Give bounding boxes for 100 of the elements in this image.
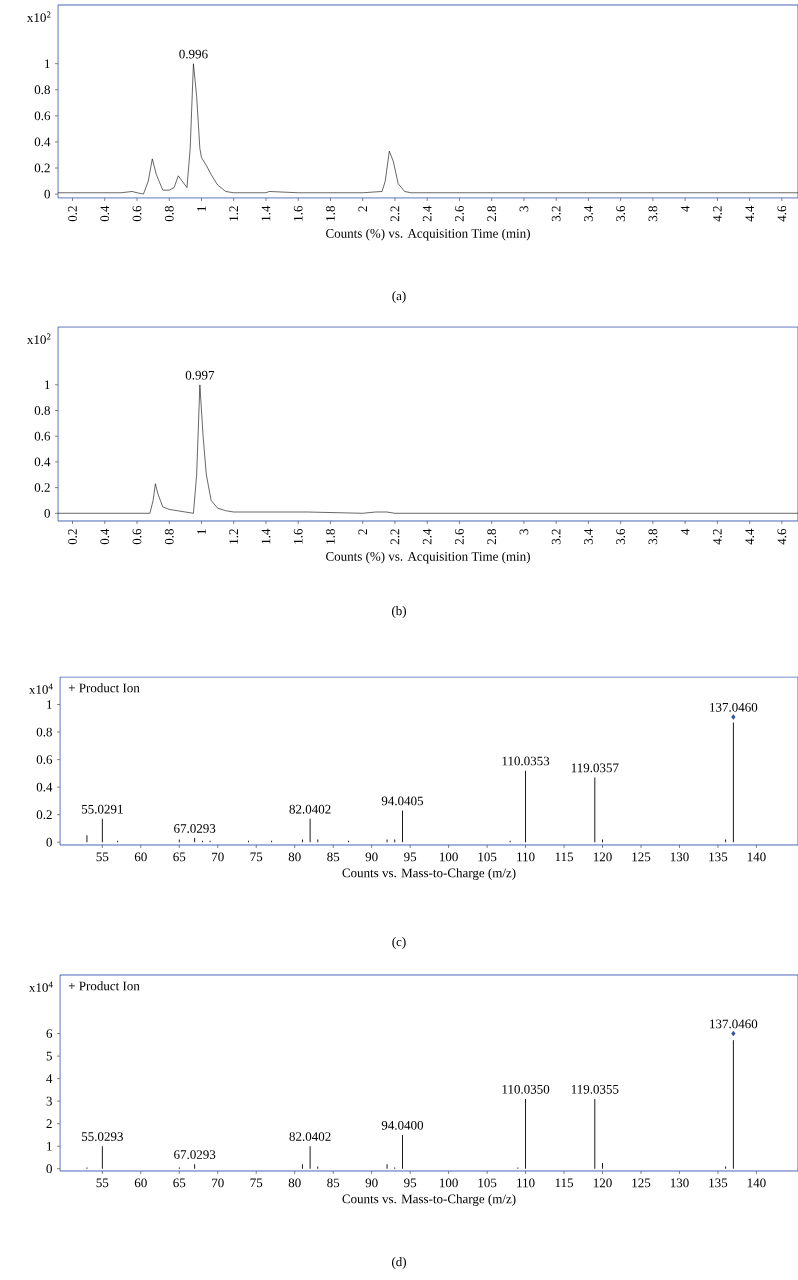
x-tick-label: 4.4 <box>745 205 754 222</box>
annotation: 67.0293 <box>173 824 216 833</box>
x-tick-label: 2.6 <box>454 528 464 545</box>
x-tick-label: 4 <box>680 205 690 212</box>
annotation: 119.0355 <box>571 1084 619 1094</box>
x-tick-label: 1.2 <box>229 529 238 544</box>
x-tick-label: 105 <box>478 1178 497 1188</box>
x-tick-label: 110 <box>516 852 535 862</box>
x-tick-label: 120 <box>593 1178 612 1188</box>
x-tick-label: 1.6 <box>293 205 303 221</box>
y-axis-title: x10$^{4}$ <box>28 981 53 992</box>
y-tick-label: 0 <box>46 1164 52 1174</box>
x-tick-label: 2.4 <box>422 205 432 222</box>
x-tick-label: 2 <box>358 206 367 212</box>
x-tick-label: 4.2 <box>712 206 722 222</box>
x-tick-label: 4.6 <box>777 528 787 545</box>
annotation: 82.0402 <box>289 1132 331 1142</box>
x-tick-label: 75 <box>250 1178 262 1188</box>
x-tick-label: 1 <box>196 206 206 211</box>
x-tick-label: 2.8 <box>487 206 496 222</box>
y-tick-label: 3 <box>46 1096 52 1106</box>
y-axis-title: x10$^{4}$ <box>28 683 53 694</box>
x-tick-label: 85 <box>326 1178 339 1188</box>
x-tick-label: 0.4 <box>100 528 109 545</box>
y-tick-label: 0.4 <box>34 137 51 147</box>
y-tick-label: 0 <box>46 837 52 847</box>
x-tick-label: 0.8 <box>164 206 174 222</box>
x-axis-title: Counts (%) vs. Acquisition Time (min) <box>325 551 530 564</box>
x-tick-label: 105 <box>478 852 497 862</box>
text: (c) <box>392 937 406 949</box>
x-tick-label: 1.4 <box>261 205 271 221</box>
x-tick-label: 3.4 <box>583 528 593 545</box>
x-tick-label: 125 <box>632 1178 651 1188</box>
annotation: 82.0402 <box>289 804 331 814</box>
x-tick-label: 2 <box>358 529 367 535</box>
x-tick-label: 1.8 <box>325 529 335 544</box>
y-tick-label: 0.8 <box>36 727 52 737</box>
x-tick-label: 115 <box>555 852 573 862</box>
y-tick-label: 6 <box>46 1029 52 1038</box>
annotation: 110.0350 <box>502 1084 549 1094</box>
x-tick-label: 1.2 <box>229 206 238 221</box>
x-tick-label: 110 <box>516 1178 535 1188</box>
y-tick-label: 0 <box>44 189 50 199</box>
x-tick-label: 3 <box>519 529 529 535</box>
x-tick-label: 130 <box>670 852 689 862</box>
annotation: 119.0357 <box>571 763 619 773</box>
y-tick-label: 0.6 <box>36 755 52 765</box>
y-tick-label: 0.4 <box>34 457 51 467</box>
y-tick-label: 0.6 <box>34 431 50 441</box>
x-tick-label: 0.6 <box>132 528 142 545</box>
x-tick-label: 95 <box>403 852 416 862</box>
x-tick-label: 0.4 <box>100 205 109 222</box>
y-tick-label: 0.4 <box>36 782 53 792</box>
x-tick-label: 120 <box>593 852 612 862</box>
y-tick-label: 4 <box>46 1074 53 1083</box>
x-tick-label: 0.2 <box>67 206 77 222</box>
y-tick-label: 1 <box>44 380 50 390</box>
x-tick-label: 100 <box>439 852 458 862</box>
x-tick-label: 3.2 <box>551 529 561 545</box>
x-tick-label: 3.8 <box>648 529 658 545</box>
x-tick-label: 80 <box>288 1178 301 1188</box>
x-axis-title: Counts (%) vs. Acquisition Time (min) <box>325 228 530 241</box>
x-tick-label: 130 <box>670 1178 689 1188</box>
text: (b) <box>391 606 406 618</box>
y-tick-label: 1 <box>46 700 52 709</box>
annotation: 55.0291 <box>81 804 123 814</box>
x-tick-label: 60 <box>134 852 147 862</box>
x-tick-label: 95 <box>403 1178 416 1188</box>
x-tick-label: 125 <box>632 852 651 862</box>
x-tick-label: 55 <box>96 1178 109 1188</box>
x-tick-label: 100 <box>439 1178 458 1188</box>
annotation: 137.0460 <box>709 1019 758 1029</box>
y-tick-label: 5 <box>46 1051 52 1061</box>
x-tick-label: 1.6 <box>293 528 303 544</box>
x-tick-label: 2.4 <box>422 528 432 545</box>
text: (a) <box>392 291 406 303</box>
x-tick-label: 55 <box>96 852 109 862</box>
x-tick-label: 135 <box>709 852 727 862</box>
x-tick-label: 65 <box>173 852 186 862</box>
x-tick-label: 3.4 <box>583 205 593 222</box>
x-tick-label: 0.8 <box>164 529 174 545</box>
y-tick-label: 0.8 <box>34 406 50 415</box>
annotation: 110.0353 <box>502 756 549 766</box>
y-tick-label: 1 <box>46 1141 52 1151</box>
x-tick-label: 4.2 <box>712 529 722 545</box>
y-tick-label: 0.6 <box>34 111 50 121</box>
x-tick-label: 115 <box>555 1178 573 1188</box>
x-tick-label: 80 <box>288 852 301 862</box>
x-tick-label: 70 <box>211 1178 224 1188</box>
y-axis-title: x10$^{2}$ <box>26 333 51 345</box>
x-tick-label: 75 <box>250 852 262 862</box>
x-tick-label: 140 <box>747 852 766 862</box>
y-tick-label: 0.8 <box>34 85 50 95</box>
x-tick-label: 0.2 <box>67 529 77 545</box>
y-tick-label: 1 <box>44 59 50 68</box>
x-tick-label: 1.4 <box>261 528 271 544</box>
y-tick-label: 2 <box>46 1119 52 1128</box>
y-tick-label: 0 <box>44 508 50 518</box>
annotation: 94.0400 <box>381 1120 423 1130</box>
x-tick-label: 3.6 <box>616 205 625 222</box>
